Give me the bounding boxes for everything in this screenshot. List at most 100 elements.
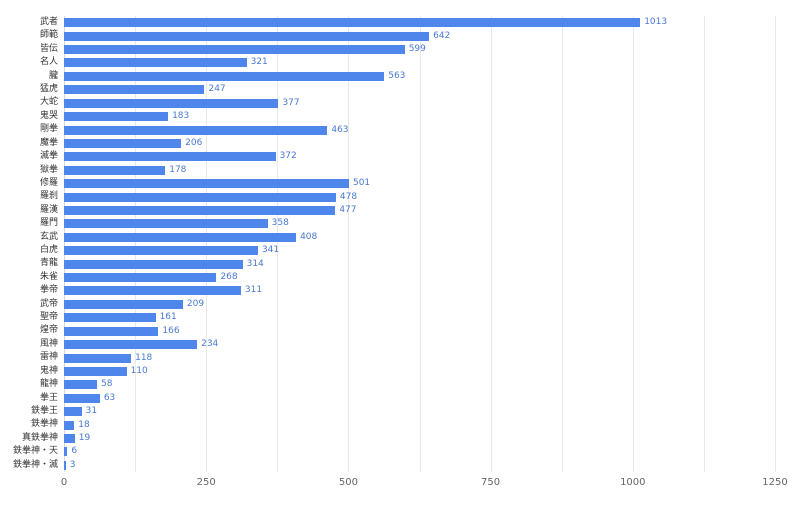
category-label: 鬼哭 — [39, 110, 58, 121]
bar[interactable] — [64, 393, 100, 403]
bar[interactable] — [64, 380, 97, 390]
category-label: 武帝 — [39, 298, 58, 309]
value-label: 161 — [159, 312, 177, 323]
value-label: 358 — [271, 218, 289, 229]
category-label: 煌帝 — [39, 325, 58, 336]
bar[interactable] — [64, 299, 183, 309]
category-label: 玄武 — [39, 231, 58, 242]
x-axis-labels: 0 250 500 750 1000 1250 — [0, 477, 800, 491]
bar[interactable] — [64, 112, 169, 122]
bar[interactable] — [64, 407, 82, 417]
value-label: 19 — [78, 432, 91, 443]
bar[interactable] — [64, 460, 66, 470]
category-label: 鉄拳神 — [30, 419, 58, 430]
category-label: 師範 — [39, 30, 58, 41]
value-label: 599 — [408, 44, 426, 55]
category-label: 朱雀 — [39, 271, 58, 282]
category-label: 聖帝 — [39, 312, 58, 323]
category-label: 雷神 — [39, 352, 58, 363]
category-label: 拳帝 — [39, 285, 58, 296]
bar[interactable] — [64, 165, 166, 175]
gridline — [775, 16, 776, 472]
category-label: 鉄拳神・滅 — [12, 459, 58, 470]
value-label: 372 — [279, 151, 297, 162]
value-label: 118 — [135, 352, 153, 363]
bar[interactable] — [64, 273, 217, 283]
gridline — [632, 16, 634, 472]
value-label: 377 — [282, 97, 300, 108]
value-label: 311 — [244, 285, 263, 296]
bar[interactable] — [64, 152, 276, 162]
bar[interactable] — [64, 353, 132, 363]
value-label: 408 — [300, 231, 318, 242]
bar[interactable] — [64, 45, 405, 55]
bar[interactable] — [64, 366, 127, 376]
gridline — [206, 16, 208, 472]
x-tick-label: 0 — [60, 477, 68, 488]
gridline — [561, 16, 563, 472]
bar[interactable] — [64, 313, 156, 323]
bar[interactable] — [64, 138, 182, 148]
bar[interactable] — [64, 219, 268, 229]
category-label: 武者 — [39, 17, 58, 27]
category-label: 羅門 — [39, 218, 58, 229]
gridline — [348, 16, 350, 472]
category-label: 獄拳 — [39, 164, 58, 175]
category-label: 魔拳 — [39, 137, 58, 148]
x-tick-label: 500 — [338, 477, 358, 488]
value-label: 501 — [352, 178, 371, 189]
category-label: 風神 — [39, 338, 58, 349]
bar[interactable] — [64, 447, 68, 457]
category-label: 修羅 — [39, 177, 58, 188]
bar[interactable] — [64, 31, 430, 41]
bar[interactable] — [64, 205, 336, 215]
x-tick-label: 250 — [196, 477, 216, 488]
gridline — [277, 16, 279, 472]
category-label: 大蛇 — [39, 97, 58, 108]
gridline — [419, 16, 421, 472]
bar[interactable] — [64, 71, 385, 81]
x-tick-label: 1250 — [762, 477, 788, 488]
value-label: 563 — [388, 70, 406, 81]
category-label: 剛拳 — [39, 124, 58, 135]
bar[interactable] — [64, 433, 75, 443]
category-label: 真鉄拳神 — [21, 432, 58, 443]
bar[interactable] — [64, 340, 198, 350]
bar[interactable] — [64, 326, 159, 336]
value-label: 463 — [331, 124, 349, 135]
value-label: 1013 — [644, 17, 668, 28]
value-label: 321 — [250, 57, 268, 68]
value-label: 166 — [162, 325, 180, 336]
bar[interactable] — [64, 420, 75, 430]
bar[interactable] — [64, 18, 641, 28]
bar[interactable] — [64, 259, 243, 269]
bar[interactable] — [64, 125, 328, 135]
category-label: 白虎 — [39, 245, 58, 255]
value-label: 642 — [433, 30, 451, 41]
value-label: 247 — [208, 84, 226, 95]
value-label: 477 — [339, 204, 357, 215]
bar[interactable] — [64, 286, 241, 296]
category-label: 皆伝 — [39, 43, 58, 54]
category-label: 鬼神 — [39, 365, 58, 376]
value-label: 110 — [130, 365, 148, 376]
category-label: 羅刹 — [39, 191, 58, 202]
value-label: 341 — [261, 245, 280, 256]
value-label: 63 — [103, 392, 116, 403]
value-label: 31 — [85, 406, 98, 417]
value-label: 314 — [246, 258, 264, 269]
category-label: 朧 — [48, 70, 58, 81]
gridline — [703, 16, 705, 472]
bar[interactable] — [64, 98, 279, 108]
bar[interactable] — [64, 232, 297, 242]
bar[interactable] — [64, 58, 247, 68]
gridline — [135, 16, 137, 472]
bar[interactable] — [64, 179, 349, 189]
bar[interactable] — [64, 192, 336, 202]
bar[interactable] — [64, 85, 205, 95]
bar[interactable] — [64, 246, 258, 256]
category-label: 名人 — [39, 57, 58, 68]
category-label: 龍神 — [39, 379, 58, 390]
value-label: 478 — [339, 191, 358, 202]
